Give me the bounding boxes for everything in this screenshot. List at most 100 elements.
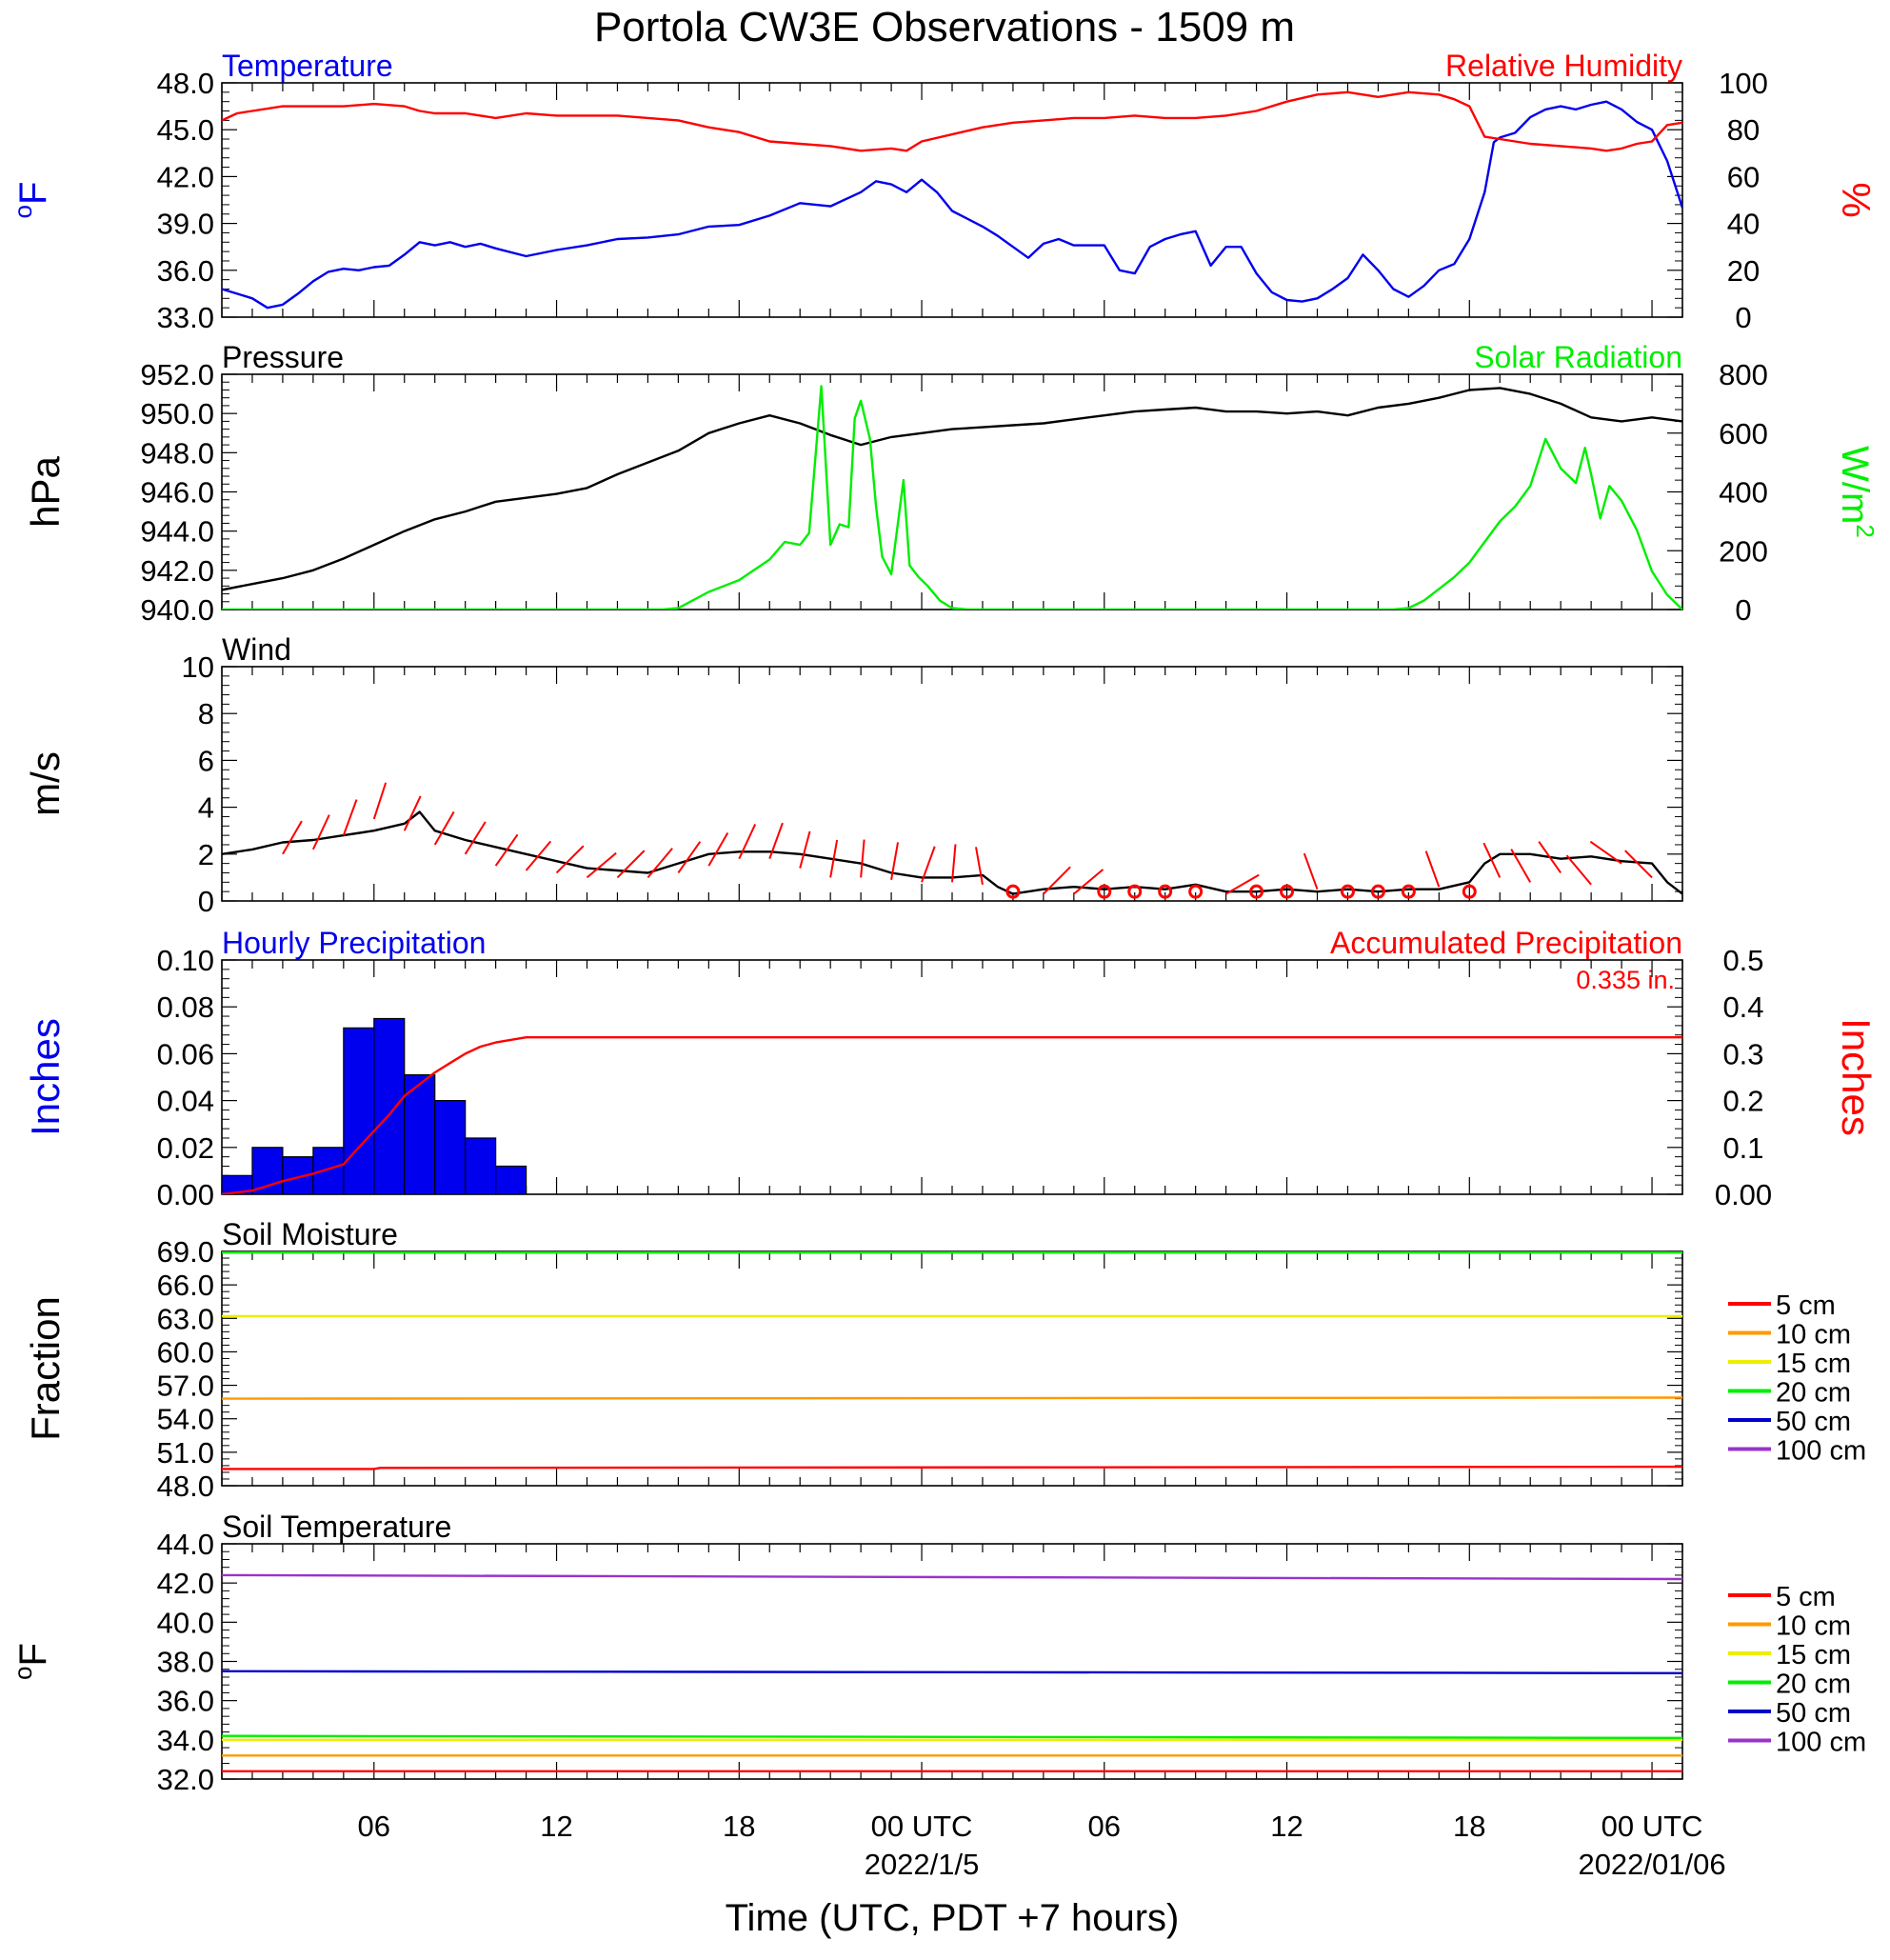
wind-barb bbox=[1538, 841, 1562, 874]
wind-barb bbox=[342, 799, 358, 836]
legend-entry: 100 cm bbox=[1776, 1728, 1866, 1758]
series-line-0 bbox=[222, 810, 1682, 895]
wind-barb bbox=[1303, 852, 1319, 890]
legend-entry: 15 cm bbox=[1776, 1640, 1851, 1670]
y-tick-label: 51.0 bbox=[157, 1436, 214, 1470]
precip-bar bbox=[465, 1137, 497, 1194]
y-tick-label: 42.0 bbox=[157, 1567, 214, 1600]
y-tick-label: 42.0 bbox=[157, 160, 214, 193]
legend-entry: 5 cm bbox=[1776, 1290, 1836, 1321]
y-tick-label: 69.0 bbox=[157, 1235, 214, 1269]
wind-barb bbox=[1424, 850, 1441, 888]
calm-wind-marker bbox=[1401, 884, 1416, 899]
precip-bar bbox=[404, 1073, 436, 1194]
series-line-1 bbox=[222, 90, 1682, 152]
y-axis-title: hPa bbox=[23, 455, 68, 527]
legend-entry: 100 cm bbox=[1776, 1436, 1866, 1467]
panel-right-title: Solar Radiation bbox=[1474, 340, 1682, 374]
x-date-label: 2022/1/5 bbox=[865, 1848, 980, 1881]
plot-area bbox=[222, 1573, 1682, 1772]
y-axis-title: m/s bbox=[23, 751, 68, 816]
wind-barb bbox=[372, 782, 388, 820]
calm-wind-marker bbox=[1249, 884, 1264, 899]
panel-left-title: Soil Temperature bbox=[222, 1510, 451, 1544]
calm-wind-marker bbox=[1158, 884, 1173, 899]
y-tick-label: 952.0 bbox=[140, 358, 214, 391]
wind-barb bbox=[768, 822, 784, 860]
y-tick-label: 10 bbox=[182, 650, 214, 684]
wind-barb bbox=[1510, 849, 1532, 883]
panel-temp-rh: 33.0 36.0 39.0 42.0 45.0 48.0 0 20 40 60 80 100 Temp… bbox=[9, 49, 1879, 334]
wind-barb bbox=[1073, 869, 1104, 895]
calm-wind-marker bbox=[1462, 884, 1477, 899]
x-tick-label: 06 bbox=[1088, 1810, 1121, 1843]
series-line-4 bbox=[222, 1670, 1682, 1674]
series-line-5 bbox=[222, 1573, 1682, 1581]
precip-bar bbox=[251, 1147, 284, 1194]
y-right-tick-label: 400 bbox=[1719, 476, 1768, 510]
y-right-tick-label: 0.1 bbox=[1722, 1131, 1763, 1165]
y-tick-label: 948.0 bbox=[140, 436, 214, 470]
y-tick-label: 940.0 bbox=[140, 593, 214, 627]
chart-title: Portola CW3E Observations - 1509 m bbox=[594, 4, 1295, 50]
y-axis-title: oF bbox=[9, 182, 54, 219]
wind-barb bbox=[890, 842, 900, 881]
panel-right-title: Accumulated Precipitation bbox=[1330, 926, 1682, 960]
plot-area bbox=[222, 385, 1682, 610]
wind-barb bbox=[1589, 840, 1622, 865]
calm-wind-marker bbox=[1340, 884, 1355, 899]
calm-wind-marker bbox=[1127, 884, 1143, 899]
legend-entry: 20 cm bbox=[1776, 1670, 1851, 1700]
precip-bar bbox=[343, 1027, 375, 1194]
wind-barb bbox=[403, 795, 422, 831]
y-right-tick-label: 200 bbox=[1719, 534, 1768, 568]
panel-left-title: Soil Moisture bbox=[222, 1217, 398, 1251]
y-tick-label: 66.0 bbox=[157, 1269, 214, 1302]
y-tick-label: 54.0 bbox=[157, 1403, 214, 1436]
series-line-0 bbox=[222, 100, 1682, 310]
y-tick-label: 57.0 bbox=[157, 1370, 214, 1403]
calm-wind-marker bbox=[1005, 884, 1021, 899]
series-line-1 bbox=[222, 385, 1682, 610]
x-tick-label: 06 bbox=[358, 1810, 390, 1843]
y-axis-title: oF bbox=[9, 1643, 54, 1680]
x-tick-label: 12 bbox=[540, 1810, 572, 1843]
panel-left-title: Temperature bbox=[222, 49, 393, 83]
wind-barb bbox=[975, 847, 984, 885]
wind-barb bbox=[464, 821, 487, 855]
y-tick-label: 0.04 bbox=[157, 1085, 214, 1118]
wind-barb bbox=[1043, 866, 1071, 895]
wind-barb bbox=[799, 830, 811, 869]
plot-area bbox=[222, 1251, 1682, 1470]
y-tick-label: 45.0 bbox=[157, 113, 214, 147]
calm-wind-marker bbox=[1097, 884, 1112, 899]
calm-wind-marker bbox=[1280, 884, 1295, 899]
y-right-axis-title: W/m2 bbox=[1834, 446, 1880, 538]
y-right-tick-label: 100 bbox=[1719, 67, 1768, 100]
x-date-label: 2022/01/06 bbox=[1578, 1848, 1725, 1881]
y-tick-label: 942.0 bbox=[140, 554, 214, 588]
wind-barb bbox=[829, 839, 839, 878]
legend-entry: 50 cm bbox=[1776, 1698, 1851, 1729]
y-tick-label: 4 bbox=[198, 791, 214, 825]
wind-barb bbox=[921, 846, 936, 883]
calm-wind-marker bbox=[1188, 884, 1204, 899]
wind-barb bbox=[647, 848, 673, 879]
x-tick-label: 18 bbox=[1453, 1810, 1485, 1843]
y-right-tick-label: 0.5 bbox=[1722, 944, 1763, 977]
y-axis-title: Inches bbox=[23, 1018, 68, 1136]
y-right-tick-label: 0.00 bbox=[1715, 1178, 1772, 1211]
wind-barb bbox=[1225, 873, 1260, 895]
y-right-tick-label: 0.3 bbox=[1722, 1037, 1763, 1070]
precip-bar bbox=[434, 1099, 467, 1194]
y-right-axis-title: % bbox=[1834, 182, 1879, 217]
x-tick-label: 12 bbox=[1270, 1810, 1303, 1843]
legend-entry: 20 cm bbox=[1776, 1378, 1851, 1409]
y-right-tick-label: 0.4 bbox=[1722, 990, 1763, 1024]
y-tick-label: 63.0 bbox=[157, 1302, 214, 1335]
y-tick-label: 48.0 bbox=[157, 67, 214, 100]
panels: 33.036.039.042.045.048.0020406080100Temp… bbox=[9, 49, 1880, 1796]
